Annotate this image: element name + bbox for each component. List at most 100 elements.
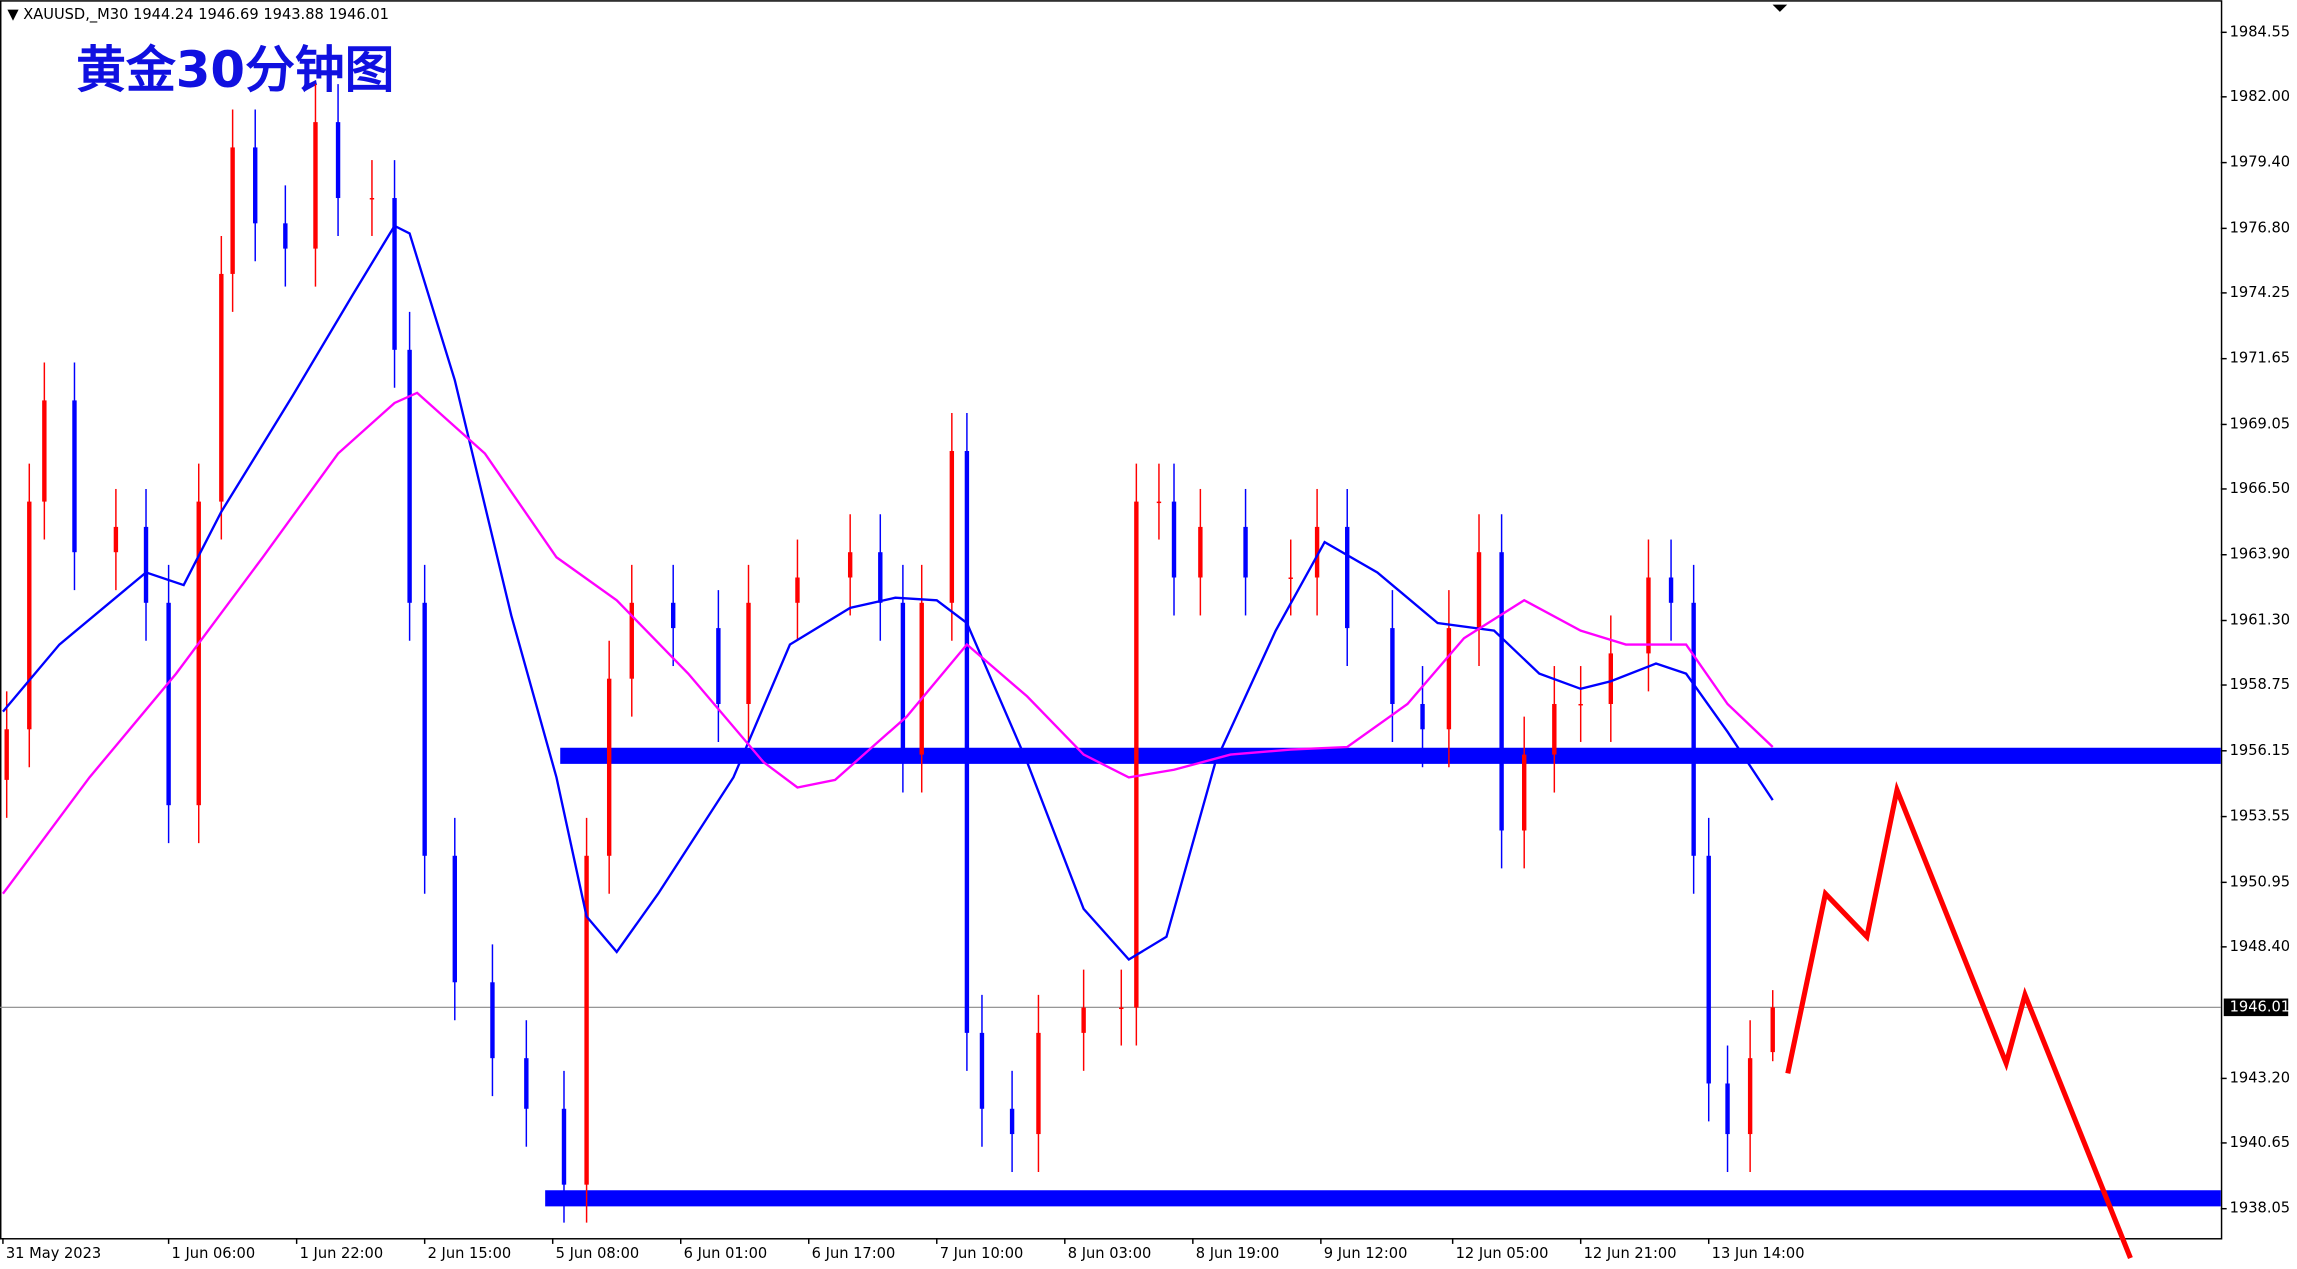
- candle-body: [1009, 1108, 1015, 1135]
- candle-body: [27, 501, 32, 730]
- candle-body: [1499, 552, 1504, 831]
- y-tick-label: 1966.50: [2230, 480, 2290, 497]
- candle-body: [196, 501, 201, 806]
- candle-body: [1646, 577, 1651, 654]
- current-price-box: [2223, 998, 2289, 1017]
- y-tick-label: 1953.55: [2230, 808, 2290, 825]
- candle-body: [1747, 1058, 1753, 1135]
- candle-body: [1691, 602, 1696, 856]
- candle-body: [4, 729, 9, 780]
- x-tick-label: 31 May 2023: [6, 1245, 101, 1262]
- x-tick-label: 7 Jun 10:00: [940, 1245, 1024, 1262]
- header-close: 1946.01: [328, 6, 388, 23]
- candle-body: [1171, 501, 1177, 578]
- header-high: 1946.69: [198, 6, 258, 23]
- candle-body: [1119, 1007, 1124, 1010]
- chart-title: 黄金30分钟图: [76, 41, 394, 99]
- x-tick-label: 13 Jun 14:00: [1712, 1245, 1805, 1262]
- candle-body: [606, 678, 612, 856]
- header-open: 1944.24: [133, 6, 193, 23]
- candle-body: [313, 122, 318, 249]
- candle-body: [795, 577, 800, 603]
- moving-average: [1, 391, 1774, 895]
- candle-body: [143, 526, 149, 603]
- x-tick-label: 8 Jun 19:00: [1196, 1245, 1280, 1262]
- header-marker: ▼: [7, 6, 23, 23]
- candle-body: [407, 349, 412, 603]
- candle-body: [1725, 1083, 1730, 1135]
- candle-body: [490, 982, 495, 1059]
- candle-body: [1036, 1032, 1041, 1135]
- candle-body: [1243, 526, 1248, 578]
- candle-body: [1081, 1007, 1086, 1033]
- candle-body: [670, 602, 676, 629]
- x-tick-label: 2 Jun 15:00: [428, 1245, 512, 1262]
- candle-body: [900, 602, 906, 755]
- x-tick-label: 1 Jun 22:00: [300, 1245, 384, 1262]
- forecast-arrow: [1785, 781, 2133, 1259]
- x-tick-label: 12 Jun 21:00: [1584, 1245, 1677, 1262]
- candle-body: [716, 628, 721, 704]
- candle-body: [979, 1032, 985, 1109]
- chart-header: ▼ XAUUSD,_M30 1944.24 1946.69 1943.88 19…: [7, 6, 389, 23]
- candle-body: [42, 400, 47, 502]
- candle-body: [369, 198, 375, 200]
- candle-body: [219, 273, 224, 502]
- candle-body: [1288, 577, 1293, 579]
- x-tick-label: 12 Jun 05:00: [1456, 1245, 1549, 1262]
- candle-body: [584, 855, 589, 1185]
- header-low: 1943.88: [263, 6, 323, 23]
- x-tick-label: 6 Jun 17:00: [812, 1245, 896, 1262]
- candle-body: [166, 602, 171, 806]
- candle-body: [72, 400, 77, 553]
- candle-body: [452, 855, 457, 983]
- candle-body: [949, 451, 955, 603]
- y-tick-label: 1971.65: [2230, 350, 2290, 367]
- candle-body: [1706, 855, 1711, 1084]
- candle-body: [1198, 526, 1203, 578]
- y-tick-label: 1963.90: [2230, 546, 2290, 563]
- symbol: XAUUSD,_M30: [23, 6, 128, 23]
- candle-body: [1578, 703, 1583, 706]
- y-tick-label: 1940.65: [2230, 1134, 2290, 1151]
- candle-body: [524, 1058, 529, 1109]
- y-tick-label: 1961.30: [2230, 612, 2290, 629]
- x-tick-label: 5 Jun 08:00: [556, 1245, 640, 1262]
- candle-body: [1522, 754, 1527, 831]
- y-tick-label: 1950.95: [2230, 873, 2290, 890]
- y-tick-label: 1976.80: [2230, 219, 2290, 236]
- x-tick-label: 6 Jun 01:00: [684, 1245, 768, 1262]
- candle-body: [253, 147, 258, 224]
- candle-body: [1345, 526, 1350, 629]
- candle-body: [230, 147, 235, 274]
- candle-body: [392, 198, 397, 350]
- candle-body: [283, 223, 288, 249]
- y-tick-label: 1943.20: [2230, 1069, 2290, 1086]
- x-tick-label: 8 Jun 03:00: [1068, 1245, 1152, 1262]
- candle-body: [1608, 653, 1614, 704]
- candle-body: [1314, 526, 1320, 578]
- candle-body: [335, 122, 341, 199]
- y-tick-label: 1938.05: [2230, 1200, 2290, 1217]
- moving-average: [2, 224, 1774, 962]
- candle-body: [746, 602, 751, 704]
- candle-body: [1552, 703, 1557, 755]
- candle-body: [113, 526, 119, 553]
- candle-body: [878, 552, 883, 603]
- candle-body: [1446, 628, 1452, 730]
- y-tick-label: 1969.05: [2230, 415, 2290, 432]
- candle-body: [1156, 501, 1162, 504]
- y-tick-label: 1974.25: [2230, 284, 2290, 301]
- candle-body: [561, 1108, 567, 1185]
- candle-body: [919, 602, 924, 755]
- x-tick-label: 9 Jun 12:00: [1324, 1245, 1408, 1262]
- y-tick-label: 1956.15: [2230, 742, 2290, 759]
- shift-marker: [1772, 4, 1788, 12]
- candle-body: [1476, 552, 1482, 629]
- candle-body: [1770, 1007, 1775, 1053]
- candle-body: [1134, 501, 1139, 1008]
- current-price-label: 1946.01: [2230, 998, 2290, 1015]
